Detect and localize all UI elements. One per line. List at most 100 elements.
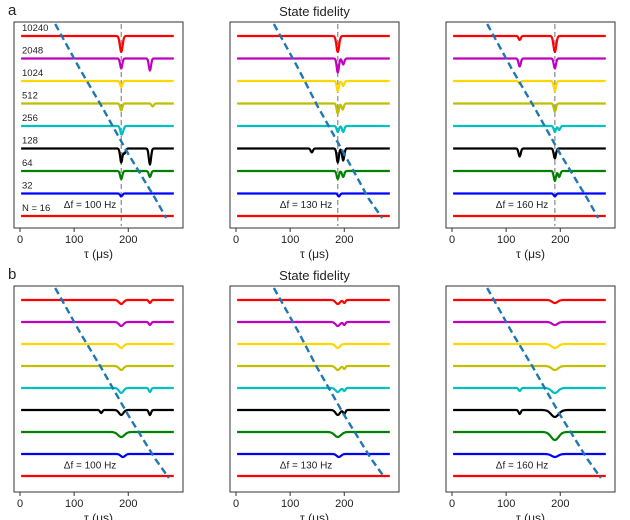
x-tick-label: 0 xyxy=(449,498,455,510)
subplots: 10240 2048 1024 512 256 128 64 32 N = 16 Δf = 100… xyxy=(13,4,616,520)
x-tick-label: 200 xyxy=(551,498,569,510)
series-line xyxy=(236,408,391,417)
series-line xyxy=(20,147,175,166)
series-line xyxy=(236,79,391,93)
x-tick-label: 100 xyxy=(65,498,83,510)
series-line xyxy=(452,57,607,70)
series-line xyxy=(452,169,607,183)
fidelity-curve xyxy=(486,287,602,479)
series-line xyxy=(20,320,175,328)
x-tick-label: 100 xyxy=(65,234,83,246)
x-axis-label: τ (μs) xyxy=(84,511,113,520)
fidelity-curve xyxy=(54,287,170,479)
series-line xyxy=(452,124,607,134)
subplot-a-1: 10240 2048 1024 512 256 128 64 32 N = 16 Δf = 100… xyxy=(13,21,184,261)
series-line xyxy=(20,57,175,72)
delta-f-annotation: Δf = 160 Hz xyxy=(496,460,549,471)
n-label: 10240 xyxy=(22,23,48,34)
subplot-title: State fidelity xyxy=(279,268,350,283)
series-line xyxy=(236,298,391,306)
x-tick-label: 200 xyxy=(119,234,137,246)
x-tick-label: 0 xyxy=(17,234,23,246)
subplot-title: State fidelity xyxy=(279,4,350,19)
axes-frame xyxy=(445,21,616,229)
series-line xyxy=(236,124,391,134)
x-axis-label: τ (μs) xyxy=(300,247,329,261)
fidelity-curve xyxy=(486,23,600,219)
series-line xyxy=(236,342,391,350)
fidelity-curve xyxy=(272,23,384,219)
delta-f-annotation: Δf = 100 Hz xyxy=(64,200,117,211)
x-tick-label: 0 xyxy=(17,498,23,510)
x-tick-label: 0 xyxy=(233,234,239,246)
series-line xyxy=(452,452,607,459)
series-line xyxy=(236,364,391,372)
series-line xyxy=(20,298,175,306)
n-label: 2048 xyxy=(22,46,43,57)
axes-frame xyxy=(229,21,400,229)
series-line xyxy=(20,342,175,350)
series-line xyxy=(236,320,391,328)
series-line xyxy=(20,430,175,439)
x-tick-label: 100 xyxy=(497,498,515,510)
series-line xyxy=(236,386,391,394)
series-line xyxy=(452,79,607,93)
series-line xyxy=(20,192,175,198)
series-line xyxy=(236,169,391,181)
series-line xyxy=(452,342,607,350)
series-line xyxy=(20,102,175,112)
subplot-a-2: State fidelity Δf = 130 Hz 0 100 200 τ (μs) xyxy=(229,4,400,261)
delta-f-annotation: Δf = 130 Hz xyxy=(280,200,333,211)
x-tick-label: 0 xyxy=(449,234,455,246)
axes-frame xyxy=(13,285,184,493)
x-tick-label: 0 xyxy=(233,498,239,510)
axes-frame xyxy=(445,285,616,493)
x-tick-label: 100 xyxy=(281,234,299,246)
panel-label-a: a xyxy=(8,2,17,19)
x-tick-label: 100 xyxy=(281,498,299,510)
x-tick-label: 200 xyxy=(119,498,137,510)
series-line xyxy=(236,34,391,54)
subplot-b-3: Δf = 160 Hz 0 100 200 τ (μs) xyxy=(445,285,616,520)
n-label: 128 xyxy=(22,136,38,147)
axes-frame xyxy=(229,285,400,493)
x-tick-label: 200 xyxy=(551,234,569,246)
subplot-b-1: Δf = 100 Hz 0 100 200 τ (μs) xyxy=(13,285,184,520)
series-line xyxy=(236,452,391,459)
series-line xyxy=(20,408,175,417)
n-label: N = 16 xyxy=(22,203,50,214)
series-line xyxy=(20,169,175,181)
x-tick-label: 100 xyxy=(497,234,515,246)
subplot-b-2: State fidelity Δf = 130 Hz 0 100 200 τ (μs) xyxy=(229,268,400,520)
series-line xyxy=(452,298,607,305)
n-label: 512 xyxy=(22,91,38,102)
series-line xyxy=(236,147,391,164)
fidelity-curve xyxy=(54,23,168,219)
series-line xyxy=(452,386,607,395)
series-line xyxy=(452,320,607,327)
series-line xyxy=(20,364,175,372)
series-line xyxy=(20,386,175,395)
series-line xyxy=(20,452,175,459)
x-axis-label: τ (μs) xyxy=(84,247,113,261)
fidelity-curve xyxy=(272,287,386,479)
series-line xyxy=(452,192,607,198)
x-tick-label: 200 xyxy=(335,498,353,510)
series-line xyxy=(20,79,175,89)
x-axis-label: τ (μs) xyxy=(300,511,329,520)
panel-label-b: b xyxy=(8,266,16,283)
n-label: 64 xyxy=(22,158,33,169)
x-axis-label: τ (μs) xyxy=(516,511,545,520)
series-line xyxy=(452,430,607,442)
series-line xyxy=(452,102,607,113)
x-tick-label: 200 xyxy=(335,234,353,246)
delta-f-annotation: Δf = 160 Hz xyxy=(496,200,549,211)
series-line xyxy=(236,430,391,439)
delta-f-annotation: Δf = 100 Hz xyxy=(64,460,117,471)
n-label: 256 xyxy=(22,113,38,124)
n-label: 1024 xyxy=(22,68,43,79)
axes-frame xyxy=(13,21,184,229)
delta-f-annotation: Δf = 130 Hz xyxy=(280,460,333,471)
series-line xyxy=(236,57,391,74)
